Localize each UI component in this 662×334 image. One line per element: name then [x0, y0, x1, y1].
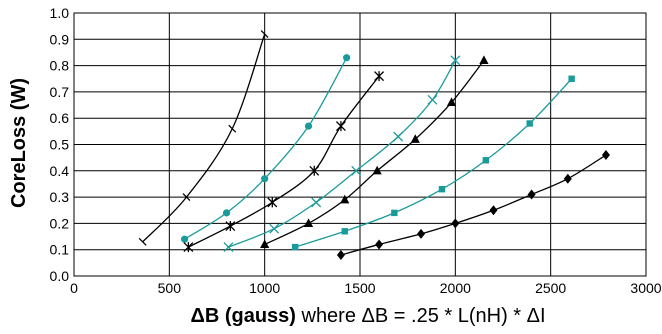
y-tick-label: 0.4 [50, 163, 70, 179]
y-tick-label: 0.3 [50, 189, 70, 205]
y-tick-label: 0.0 [50, 268, 70, 284]
data-point-x [351, 165, 362, 176]
series-curve-x [228, 60, 456, 248]
plot-frame [73, 12, 647, 277]
y-tick-label: 0.2 [50, 215, 70, 231]
x-tick-label: 0 [70, 280, 78, 296]
x-axis-title-rest: where ΔB = .25 * L(nH) * ΔI [296, 305, 546, 327]
series-curve-triangle [264, 59, 485, 246]
x-tick-label: 1000 [249, 280, 280, 296]
data-point-square [482, 157, 490, 164]
data-point-square [526, 120, 533, 127]
y-tick-label: 0.8 [50, 58, 70, 74]
data-point-star [225, 221, 236, 232]
series-curve-vline [142, 33, 266, 243]
y-axis-title: CoreLoss (W) [8, 78, 30, 208]
data-point-circle [180, 235, 189, 243]
data-point-square [341, 228, 348, 235]
data-point-vline [228, 124, 237, 133]
data-point-triangle [260, 239, 270, 249]
x-tick-label: 2000 [440, 280, 471, 296]
data-point-vline [260, 30, 269, 38]
data-point-star [183, 242, 194, 253]
data-point-diamond [417, 228, 426, 239]
data-point-diamond [601, 150, 610, 161]
data-point-circle [261, 175, 269, 183]
data-point-triangle [446, 97, 457, 107]
data-point-x [393, 131, 404, 142]
data-point-diamond [489, 205, 498, 216]
data-point-diamond [527, 189, 536, 200]
data-point-triangle [479, 55, 489, 64]
data-point-square [438, 186, 446, 193]
y-tick-label: 0.6 [50, 110, 70, 126]
y-tick-label: 0.9 [50, 31, 70, 47]
data-point-triangle [303, 218, 314, 227]
x-tick-label: 3000 [630, 280, 661, 296]
data-point-vline [182, 193, 191, 202]
x-axis-title-bold: ΔB (gauss) [190, 305, 296, 327]
y-tick-label: 0.5 [50, 137, 70, 153]
data-point-diamond [336, 249, 345, 260]
x-tick-label: 500 [158, 280, 182, 296]
y-tick-label: 0.7 [50, 84, 70, 100]
data-point-square [391, 209, 398, 217]
data-point-circle [222, 209, 231, 217]
data-point-star [267, 197, 278, 208]
y-tick-label: 1.0 [50, 5, 70, 21]
tick-labels: 0.0 0.1 0.2 0.3 0.4 0.5 0.6 0.7 0.8 0.9 1.0 0 500 100… [50, 5, 662, 296]
data-point-x [269, 223, 280, 234]
data-point-star [374, 71, 385, 82]
axis-titles: CoreLoss (W) ΔB (gauss) where ΔB = .25 *… [8, 78, 546, 327]
x-axis-title: ΔB (gauss) where ΔB = .25 * L(nH) * ΔI [190, 305, 545, 327]
series-curve-star [188, 75, 380, 248]
series-curve-diamond [340, 154, 607, 256]
data-point-x [450, 55, 461, 66]
data-point-diamond [451, 218, 460, 229]
x-tick-label: 1500 [344, 280, 375, 296]
data-point-vline [138, 237, 147, 246]
y-tick-label: 0.1 [50, 242, 70, 258]
data-point-x [311, 197, 322, 208]
data-point-circle [343, 54, 351, 62]
data-point-star [335, 121, 346, 132]
data-point-diamond [375, 239, 384, 250]
data-point-triangle [410, 134, 420, 143]
data-point-triangle [372, 165, 382, 175]
series-curve-circle [184, 57, 348, 240]
data-point-diamond [563, 173, 572, 184]
data-point-circle [304, 122, 313, 130]
data-point-square [568, 75, 575, 82]
grid-layer [73, 12, 647, 277]
series-curve-square [294, 78, 573, 248]
data-point-star [309, 165, 320, 176]
data-point-x [427, 94, 438, 105]
x-tick-label: 2500 [535, 280, 566, 296]
data-point-square [291, 243, 299, 251]
data-point-x [223, 242, 234, 253]
data-markers [138, 30, 610, 260]
data-point-triangle [340, 194, 350, 204]
